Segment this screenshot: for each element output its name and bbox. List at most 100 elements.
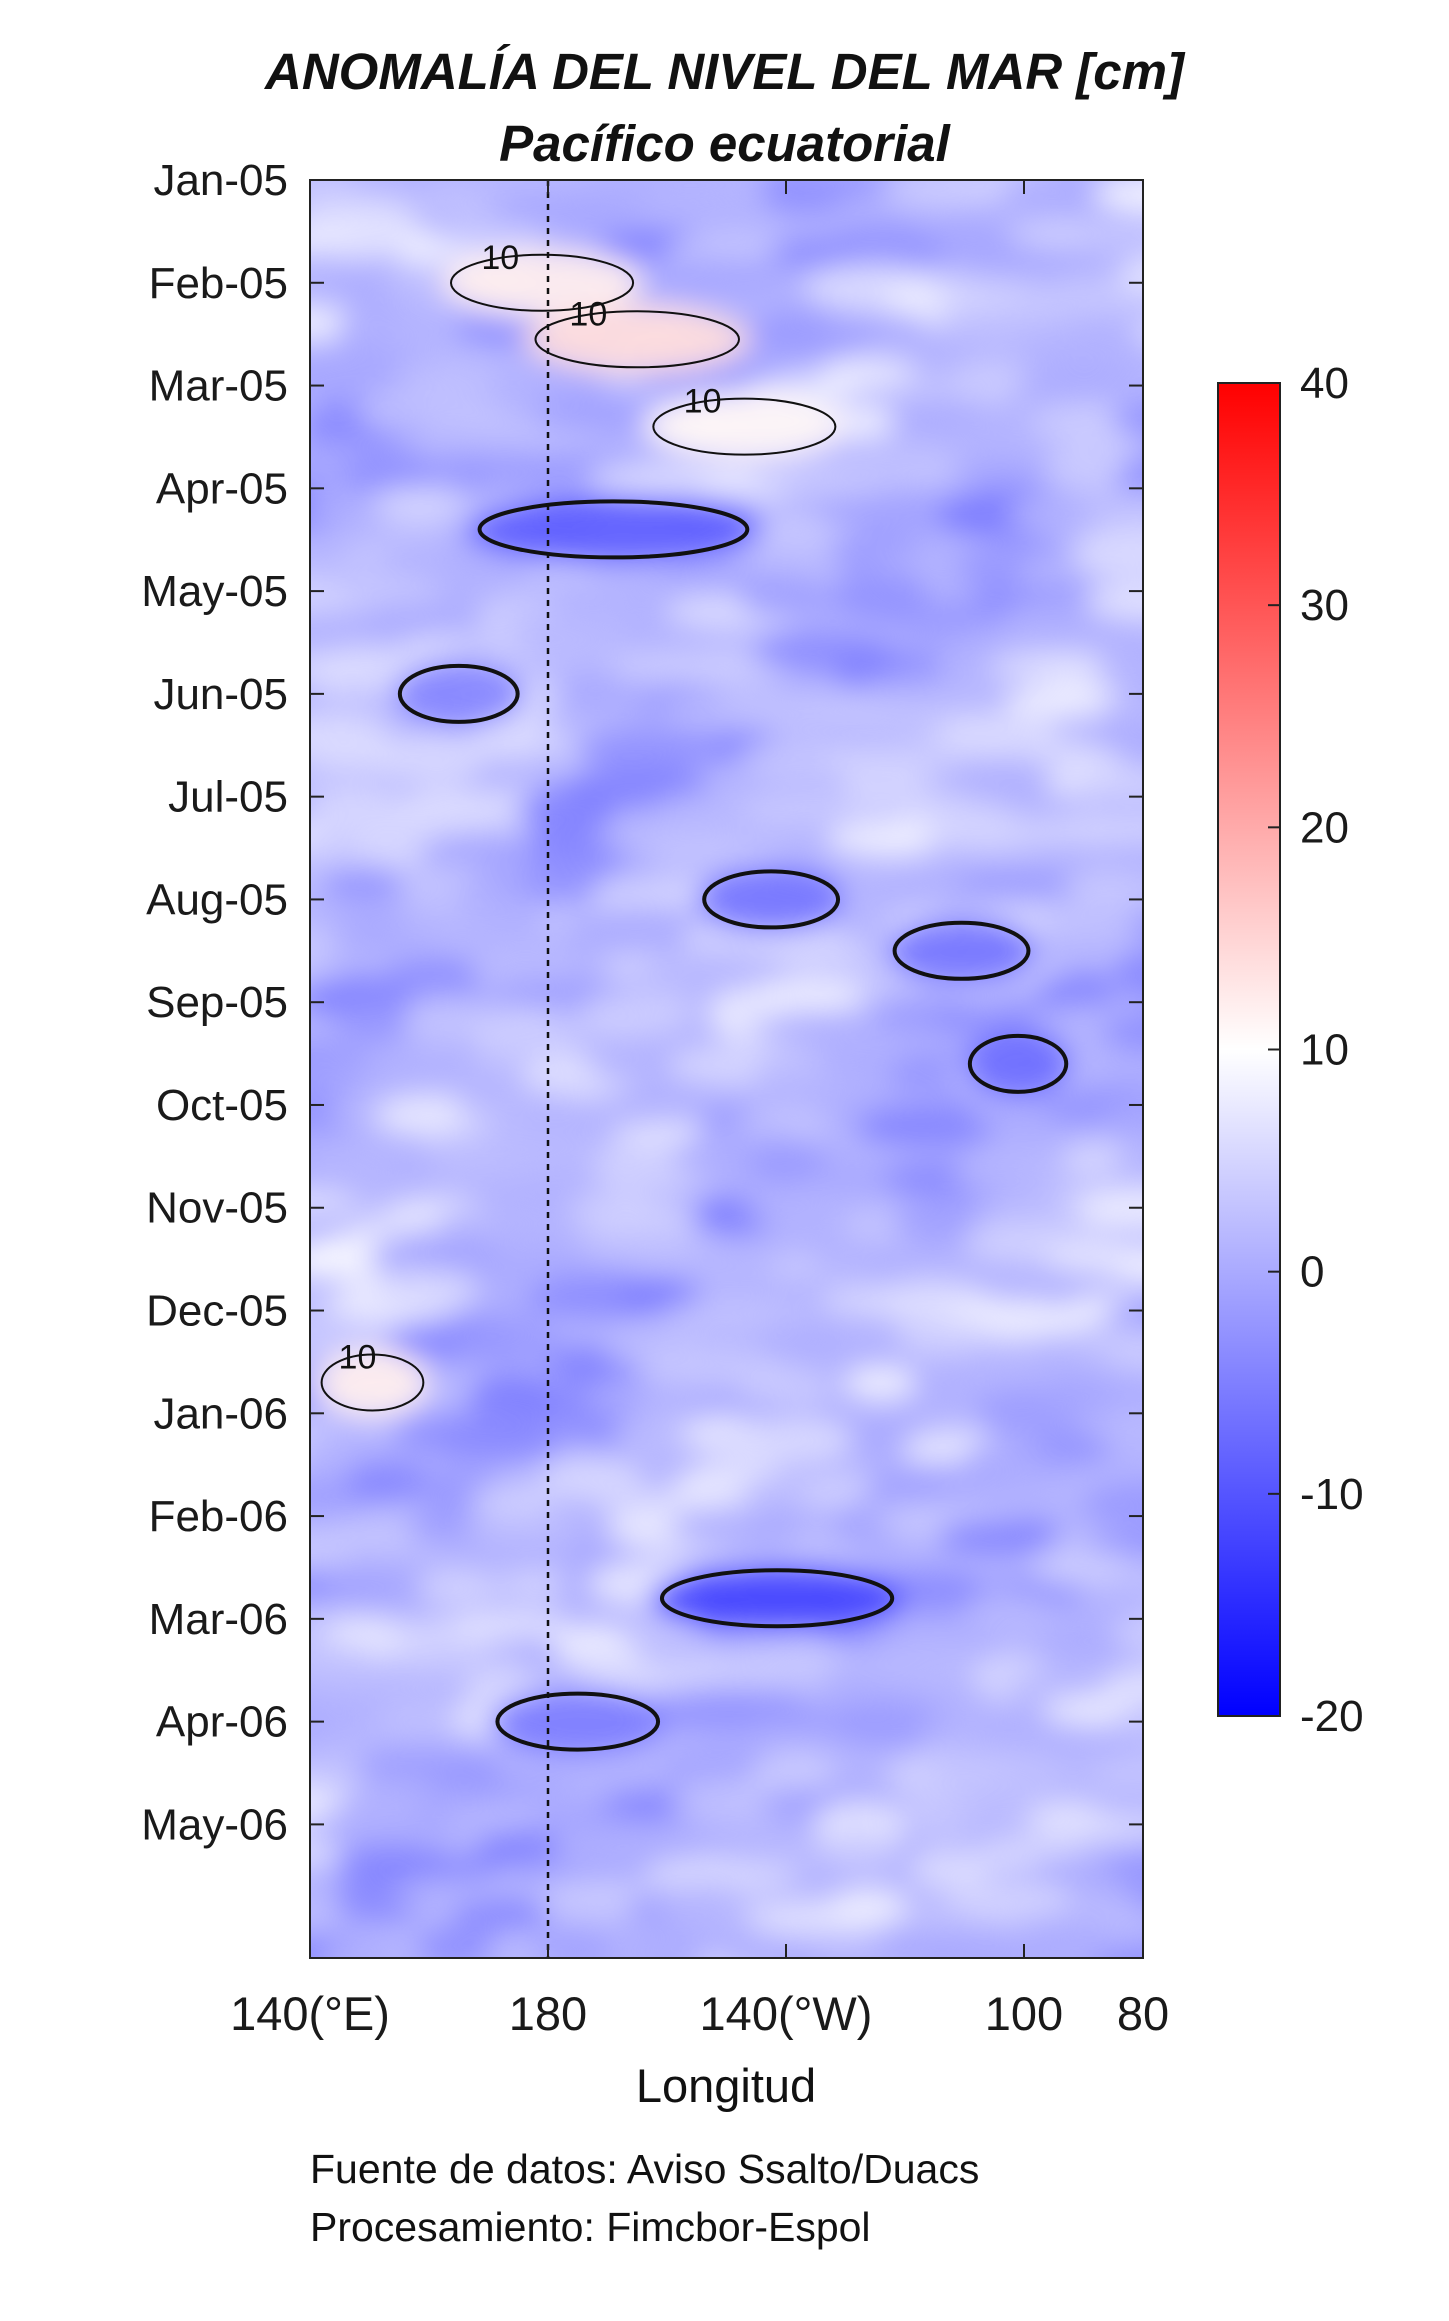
colorbar-tick-label: -10: [1300, 1470, 1364, 1519]
chart-title: ANOMALÍA DEL NIVEL DEL MAR [cm]: [265, 43, 1184, 100]
y-tick-label: Sep-05: [146, 978, 288, 1027]
y-tick-label: May-05: [141, 567, 288, 616]
contour-lines: 10 10 10 10: [320, 239, 1069, 1752]
contour-label: 10: [339, 1338, 377, 1376]
field-cell: [382, 957, 487, 1001]
field-cell: [658, 1882, 762, 1928]
contour-0: [397, 663, 520, 724]
field-cell: [907, 1849, 993, 1890]
field-cell: [318, 867, 404, 900]
field-cell: [1041, 277, 1143, 316]
anomaly-feature: [315, 1348, 429, 1417]
y-tick-label: May-06: [141, 1800, 288, 1849]
x-axis-label: Longitud: [636, 2059, 816, 2112]
field-cell: [918, 1713, 1003, 1749]
field-cell: [1109, 402, 1143, 436]
field-cell: [1113, 951, 1143, 998]
field-cell: [723, 1416, 857, 1465]
field-cell: [580, 989, 696, 1037]
field-cell: [1041, 1694, 1143, 1727]
field-cell: [391, 1877, 484, 1907]
field-cell: [855, 1105, 1003, 1148]
field-cell: [310, 277, 324, 306]
field-cell: [1124, 368, 1143, 392]
field-cell: [1096, 812, 1143, 844]
y-tick-label: Oct-05: [156, 1081, 288, 1130]
y-tick-label: Nov-05: [146, 1184, 288, 1233]
field-cell: [752, 1320, 838, 1360]
contour-0: [892, 920, 1031, 981]
anomaly-feature: [649, 1564, 905, 1633]
field-cell: [529, 394, 661, 432]
field-cell: [1096, 647, 1143, 687]
field-cell: [815, 311, 927, 341]
field-cell: [682, 1242, 776, 1293]
anomaly-feature: [524, 305, 751, 374]
y-tick-label: Apr-05: [156, 464, 288, 513]
x-tick-label: 140(°W): [700, 1987, 873, 2040]
field-cell: [1038, 1623, 1143, 1657]
field-cell: [735, 1367, 833, 1408]
y-tick-label: Feb-05: [149, 259, 288, 308]
anomaly-feature: [696, 865, 846, 934]
field-cell: [310, 1709, 339, 1739]
plot-area: 10 10 10 10: [310, 180, 1143, 1958]
field-cell: [874, 1929, 1032, 1958]
field-cell: [1091, 490, 1143, 535]
field-cell: [437, 1203, 563, 1240]
field-cell: [1111, 1142, 1143, 1183]
axes: Jan-05 Feb-05 Mar-05 Apr-05 May-05 Jun-05 Jul-…: [141, 156, 1169, 2040]
contour-0: [659, 1568, 895, 1629]
field-cell: [489, 193, 648, 225]
field-cell: [316, 1801, 441, 1852]
anomaly-feature: [964, 1029, 1072, 1098]
field-cell: [554, 676, 637, 710]
colorbar-tick-label: 0: [1300, 1248, 1324, 1297]
field-cell: [1114, 1700, 1143, 1745]
contour-label: 10: [569, 295, 607, 333]
colorbar-tick-label: 30: [1300, 581, 1349, 630]
data-source-credit: Fuente de datos: Aviso Ssalto/Duacs: [310, 2146, 980, 2192]
contour-0: [477, 499, 750, 560]
field-cell: [1092, 180, 1143, 213]
field-cell: [1101, 1098, 1143, 1142]
field-cell: [949, 459, 1049, 488]
field-cell: [667, 1505, 814, 1547]
field-cell: [867, 599, 1018, 634]
field-cell: [310, 923, 338, 965]
field-cell: [1017, 327, 1143, 365]
field-cell: [572, 726, 724, 770]
field-cell: [447, 1608, 570, 1639]
field-cell: [896, 1316, 992, 1357]
field-cell: [950, 359, 1044, 400]
y-tick-label: Jun-05: [153, 670, 288, 719]
field-cell: [1069, 766, 1143, 801]
y-tick-label: Aug-05: [146, 875, 288, 924]
field-cell: [1034, 1431, 1115, 1464]
field-cell: [539, 1456, 644, 1502]
field-cell: [441, 219, 550, 253]
field-cell: [425, 453, 564, 490]
field-cell: [403, 996, 485, 1045]
field-cell: [415, 1569, 499, 1604]
field-cell: [344, 1459, 431, 1503]
field-cell: [310, 486, 400, 522]
anomaly-feature: [440, 248, 644, 317]
field-cell: [1080, 1480, 1143, 1529]
y-tick-label: Jul-05: [168, 773, 288, 822]
x-tick-label: 140(°E): [230, 1987, 390, 2040]
field-cell: [965, 1590, 1056, 1641]
field-cell: [1085, 1777, 1143, 1824]
field-cell: [1107, 1848, 1143, 1891]
field-cell: [1101, 1666, 1143, 1699]
y-tick-label: Apr-06: [156, 1698, 288, 1747]
field-cell: [616, 1617, 699, 1650]
field-cell: [1090, 1372, 1143, 1403]
field-cell: [738, 581, 834, 619]
field-cell: [752, 1054, 843, 1089]
field-cell: [470, 1483, 555, 1517]
field-cell: [818, 223, 952, 273]
field-cell: [1028, 402, 1143, 442]
field-cell: [841, 1368, 922, 1400]
